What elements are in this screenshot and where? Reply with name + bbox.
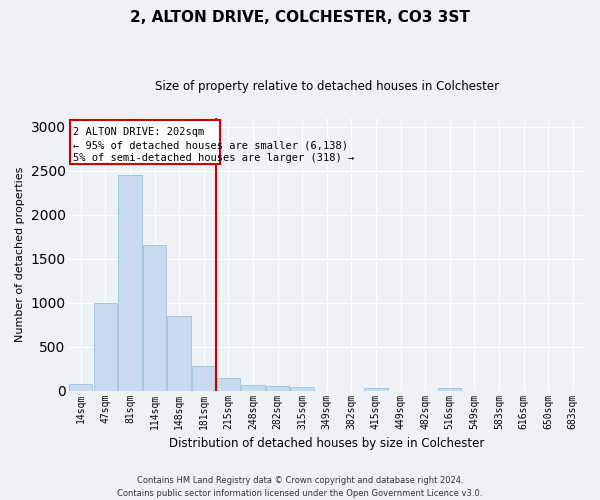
Bar [266,386,289,390]
Bar [69,384,92,390]
FancyBboxPatch shape [70,120,220,164]
Bar [290,387,314,390]
Text: ← 95% of detached houses are smaller (6,138): ← 95% of detached houses are smaller (6,… [73,140,349,150]
Bar [364,388,388,390]
Bar [241,386,265,390]
Bar [167,316,191,390]
Bar [192,366,215,390]
Bar [217,378,240,390]
Bar [438,388,461,390]
Text: 2, ALTON DRIVE, COLCHESTER, CO3 3ST: 2, ALTON DRIVE, COLCHESTER, CO3 3ST [130,10,470,25]
Text: 5% of semi-detached houses are larger (318) →: 5% of semi-detached houses are larger (3… [73,153,355,163]
Text: 2 ALTON DRIVE: 202sqm: 2 ALTON DRIVE: 202sqm [73,128,205,138]
Text: Contains HM Land Registry data © Crown copyright and database right 2024.
Contai: Contains HM Land Registry data © Crown c… [118,476,482,498]
X-axis label: Distribution of detached houses by size in Colchester: Distribution of detached houses by size … [169,437,484,450]
Bar [94,302,117,390]
Y-axis label: Number of detached properties: Number of detached properties [15,166,25,342]
Title: Size of property relative to detached houses in Colchester: Size of property relative to detached ho… [155,80,499,93]
Bar [118,175,142,390]
Bar [143,246,166,390]
